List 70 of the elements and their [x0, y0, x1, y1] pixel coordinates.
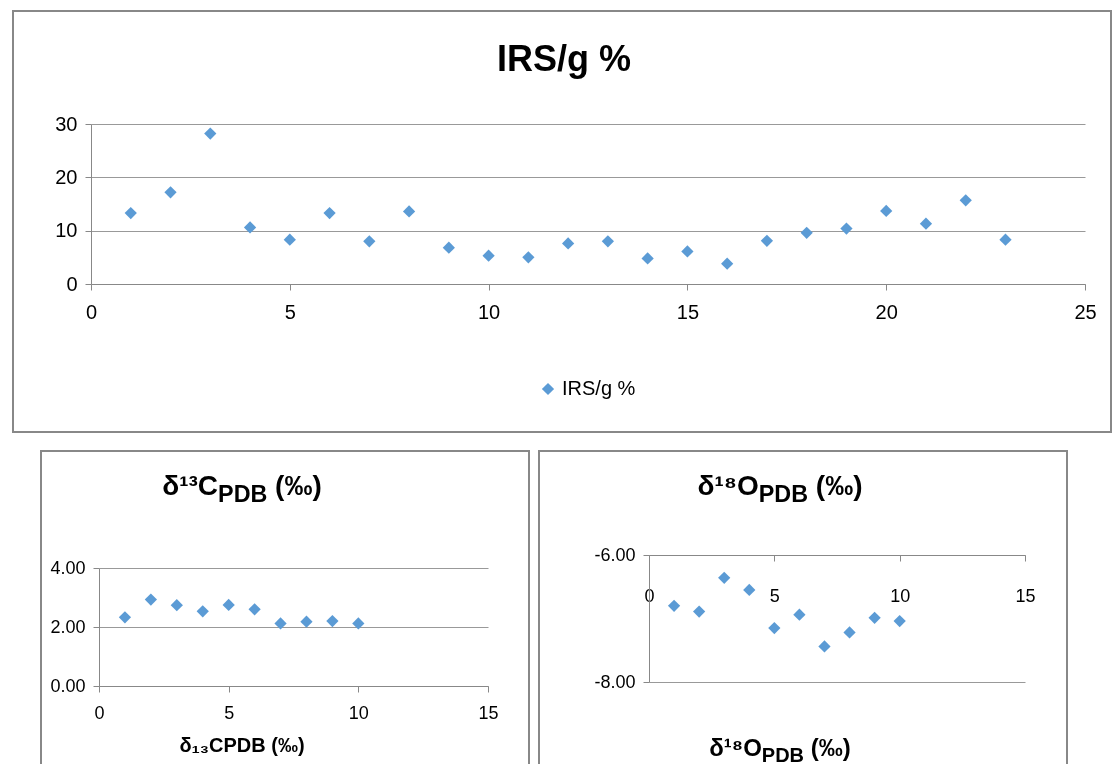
- x-tick-label: 0: [94, 702, 105, 723]
- point: [818, 640, 831, 653]
- point: [667, 599, 681, 612]
- point: [760, 234, 774, 247]
- y-tick-label: 0.00: [50, 675, 86, 696]
- point: [204, 127, 217, 140]
- point: [196, 605, 209, 618]
- point: [641, 252, 654, 265]
- x-tick-label: 15: [478, 702, 499, 723]
- point: [919, 217, 933, 230]
- point: [222, 598, 235, 611]
- point: [718, 571, 731, 584]
- y-tick-label: 2.00: [50, 616, 86, 637]
- point: [402, 205, 416, 218]
- x-axis-title: δ¹⁸O$_{PDB}$ (‰): [708, 734, 852, 764]
- x-axis-title: δ₁₃CPDB (‰): [178, 734, 306, 757]
- point: [793, 608, 806, 621]
- x-tick-label: 10: [477, 300, 501, 323]
- point: [893, 614, 906, 628]
- point: [743, 583, 756, 597]
- point: [800, 226, 813, 239]
- point: [248, 603, 261, 616]
- point: [959, 194, 972, 207]
- y-tick-label: -8.00: [594, 671, 636, 692]
- chart-title: δ¹⁸O$_{PDB}$ (‰): [696, 470, 864, 508]
- chart-title: IRS/g %: [496, 38, 632, 80]
- point: [352, 617, 365, 630]
- point: [274, 617, 287, 630]
- point: [243, 221, 257, 234]
- x-tick-label: 10: [348, 702, 369, 723]
- point: [681, 245, 694, 258]
- point: [300, 615, 313, 628]
- x-tick-label: 15: [676, 300, 700, 323]
- point: [721, 257, 734, 270]
- y-tick-label: 20: [55, 165, 78, 188]
- point: [118, 611, 132, 624]
- y-tick-label: 4.00: [50, 557, 86, 578]
- point: [124, 206, 137, 220]
- point: [326, 614, 339, 628]
- point: [880, 204, 893, 218]
- point: [164, 186, 177, 199]
- x-tick-label: 20: [875, 300, 898, 323]
- y-tick-label: 10: [55, 219, 78, 242]
- x-tick-label: 5: [224, 702, 235, 723]
- point: [363, 235, 376, 248]
- x-tick-label: 10: [890, 585, 911, 606]
- point: [170, 599, 183, 612]
- point: [522, 251, 535, 264]
- point: [283, 233, 296, 246]
- x-tick-label: 25: [1074, 300, 1097, 323]
- point: [768, 621, 781, 635]
- point: [840, 222, 853, 235]
- point: [144, 593, 157, 606]
- x-tick-label: 5: [284, 300, 296, 323]
- point: [482, 249, 495, 262]
- y-tick-label: -6.00: [594, 544, 636, 565]
- point: [693, 605, 706, 618]
- x-tick-label: 5: [769, 585, 780, 606]
- y-tick-label: 0: [66, 272, 78, 295]
- point: [843, 626, 856, 639]
- y-tick-label: 30: [55, 112, 78, 135]
- x-tick-label: 15: [1015, 585, 1036, 606]
- point: [868, 611, 881, 624]
- legend-label: IRS/g %: [562, 377, 636, 399]
- chart-title: δ¹³C$_{PDB}$ (‰): [161, 470, 323, 508]
- point: [999, 233, 1012, 246]
- point: [323, 206, 336, 220]
- point: [442, 241, 455, 254]
- point: [601, 235, 614, 248]
- point: [562, 237, 575, 250]
